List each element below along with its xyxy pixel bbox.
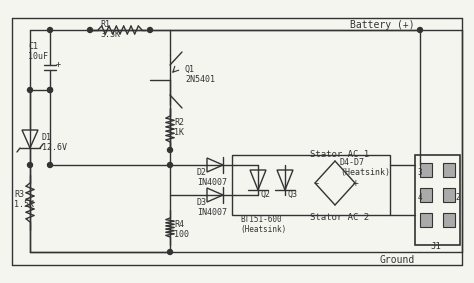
Circle shape (47, 27, 53, 33)
Circle shape (167, 250, 173, 254)
Circle shape (167, 162, 173, 168)
Bar (420, 213, 432, 227)
Text: R1
3.3K: R1 3.3K (100, 20, 120, 39)
Text: Stator AC 1: Stator AC 1 (310, 150, 369, 159)
Bar (443, 213, 455, 227)
Bar (420, 163, 432, 177)
Circle shape (47, 162, 53, 168)
Text: Ground: Ground (380, 255, 415, 265)
Bar (415, 155, 460, 245)
Circle shape (27, 162, 33, 168)
Text: 3: 3 (418, 168, 423, 177)
Circle shape (27, 87, 33, 93)
Circle shape (47, 87, 53, 93)
Text: 2: 2 (455, 193, 460, 202)
Circle shape (47, 87, 53, 93)
Circle shape (147, 27, 153, 33)
Text: 4: 4 (418, 193, 423, 202)
Text: R2
1K: R2 1K (174, 118, 184, 138)
Circle shape (88, 27, 92, 33)
Text: Q3: Q3 (288, 190, 298, 199)
Text: D1
12.6V: D1 12.6V (42, 133, 67, 153)
Bar (420, 188, 432, 202)
Bar (443, 163, 455, 177)
Text: R4
100: R4 100 (174, 220, 189, 239)
Text: Stator AC 2: Stator AC 2 (310, 213, 369, 222)
Circle shape (418, 27, 422, 33)
Text: D4-D7
(Heatsink): D4-D7 (Heatsink) (340, 158, 390, 177)
Text: J1: J1 (430, 242, 441, 251)
Text: BT151-600
(Heatsink): BT151-600 (Heatsink) (240, 215, 286, 234)
Text: +: + (353, 178, 359, 188)
Text: R3
1.5K: R3 1.5K (14, 190, 34, 209)
Text: +: + (56, 60, 61, 69)
Text: Battery (+): Battery (+) (350, 20, 415, 30)
Text: Q2: Q2 (261, 190, 271, 199)
Text: -: - (313, 178, 320, 188)
Text: C1
10uF: C1 10uF (28, 42, 48, 61)
Bar (443, 188, 455, 202)
Circle shape (167, 147, 173, 153)
Bar (232, 155, 390, 215)
Text: Q1
2N5401: Q1 2N5401 (185, 65, 215, 84)
Text: D2
IN4007: D2 IN4007 (197, 168, 227, 187)
Text: D3
IN4007: D3 IN4007 (197, 198, 227, 217)
